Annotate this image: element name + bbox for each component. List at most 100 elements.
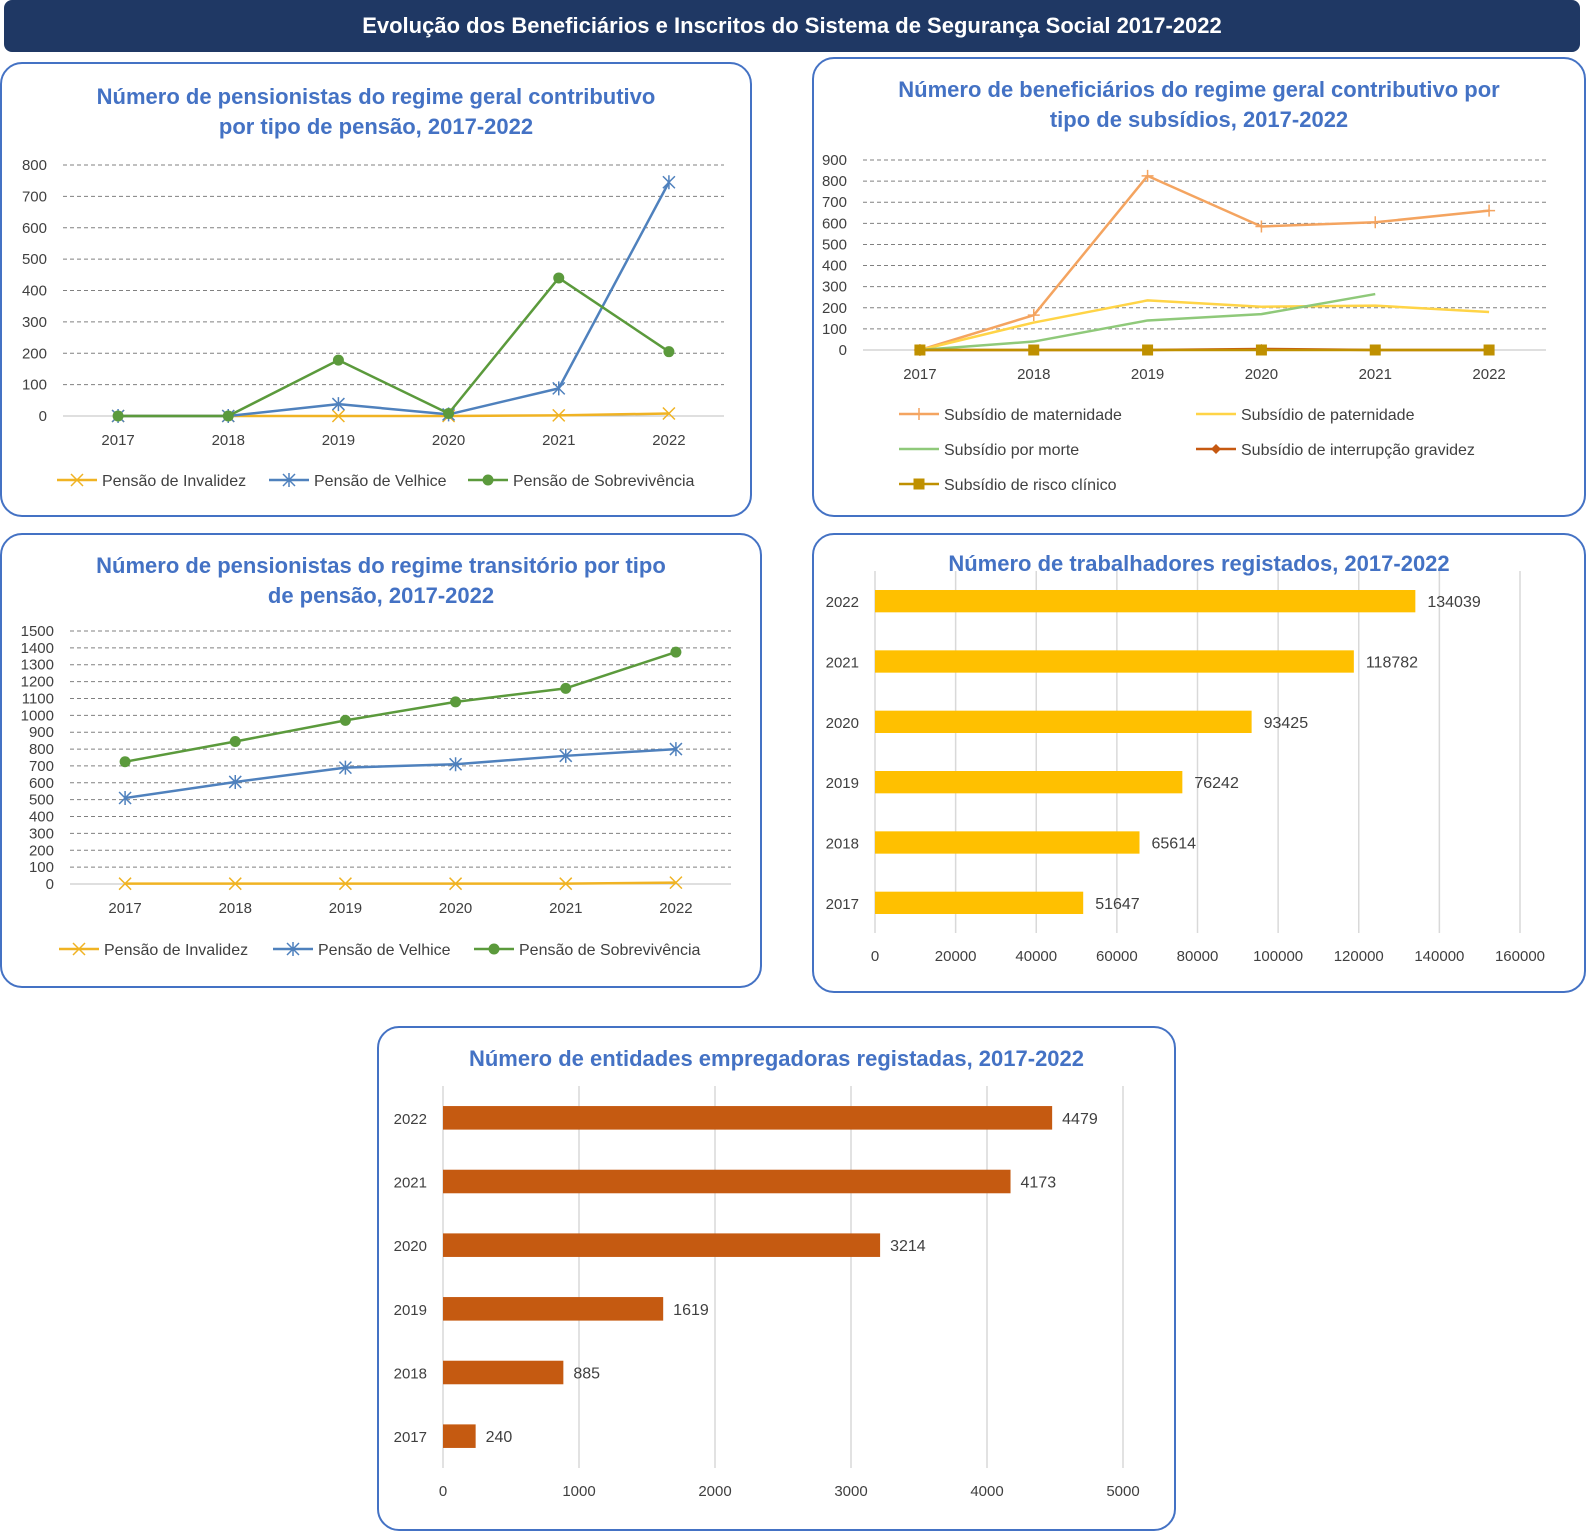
data-point	[222, 410, 234, 422]
series-line	[125, 881, 676, 885]
legend-label: Pensão de Velhice	[314, 473, 447, 490]
x-tick-label: 140000	[1414, 948, 1464, 965]
y-tick-label: 700	[822, 194, 847, 211]
legend-marker	[286, 942, 300, 956]
series-pensao-de-sobrevivencia	[119, 646, 682, 768]
series-subsidio-de-paternidade	[919, 299, 1490, 352]
y-tick-label: 500	[22, 251, 47, 268]
data-point	[552, 408, 566, 422]
series-subsidio-de-risco-clinico	[914, 344, 1495, 356]
y-tick-label: 700	[29, 758, 54, 775]
x-tick-label: 2021	[542, 432, 575, 449]
legend-label: Pensão de Invalidez	[104, 942, 248, 959]
data-label: 885	[573, 1366, 600, 1383]
data-label: 3214	[890, 1238, 926, 1255]
x-tick-label: 120000	[1334, 948, 1384, 965]
x-tick-label: 2021	[1359, 366, 1392, 383]
y-tick-label: 300	[22, 314, 47, 331]
y-tick-label: 2019	[394, 1302, 427, 1319]
data-label: 51647	[1095, 896, 1140, 913]
line-chart: 0 100 200 300 400 500 600 700 800 2017 2018 2019 202…	[22, 157, 724, 490]
data-point	[338, 877, 352, 891]
data-point	[1255, 344, 1267, 356]
y-tick-label: 300	[822, 279, 847, 296]
bar	[875, 771, 1183, 794]
chart-title-line: de pensão, 2017-2022	[267, 583, 495, 608]
data-point	[559, 877, 573, 891]
y-tick-label: 200	[22, 345, 47, 362]
x-tick-label: 5000	[1106, 1483, 1139, 1500]
y-tick-label: 1500	[21, 623, 54, 640]
series-pensao-de-invalidez	[118, 876, 683, 891]
x-tick-label: 2018	[212, 432, 245, 449]
legend-label: Subsídio de maternidade	[944, 407, 1122, 424]
data-point	[669, 876, 683, 890]
y-tick-label: 500	[29, 792, 54, 809]
y-tick-label: 800	[822, 173, 847, 190]
legend-label: Pensão de Invalidez	[102, 473, 246, 490]
x-tick-label: 2021	[549, 900, 582, 917]
legend-item: Pensão de Velhice	[273, 942, 451, 959]
data-point	[443, 407, 455, 419]
data-point	[1255, 220, 1268, 233]
y-tick-label: 2018	[826, 836, 859, 853]
data-label: 134039	[1427, 594, 1480, 611]
data-point	[669, 742, 683, 757]
chart-title: Número de pensionistas do regime transit…	[2, 551, 760, 611]
x-tick-label: 20000	[935, 948, 977, 965]
legend-item: Subsídio de maternidade	[899, 407, 1122, 424]
chart-title-line: tipo de subsídios, 2017-2022	[1049, 107, 1349, 132]
bar-chart: 0 1000 2000 3000 4000 5000 2022 4479 2021 4173 202…	[394, 1086, 1140, 1500]
y-tick-label: 500	[822, 236, 847, 253]
y-tick-label: 700	[22, 188, 47, 205]
legend-label: Pensão de Sobrevivência	[519, 942, 701, 959]
series-line	[118, 181, 671, 418]
x-tick-label: 2022	[659, 900, 692, 917]
x-tick-label: 160000	[1495, 948, 1545, 965]
data-point	[112, 410, 124, 422]
legend-marker	[72, 942, 86, 956]
legend-label: Subsídio de interrupção gravidez	[1241, 442, 1475, 459]
data-point	[662, 175, 676, 190]
data-point	[663, 346, 675, 358]
legend-item: Subsídio de paternidade	[1196, 407, 1415, 424]
x-tick-label: 2017	[903, 366, 936, 383]
data-label: 4479	[1062, 1111, 1098, 1128]
data-point	[1028, 344, 1040, 356]
legend-marker	[282, 473, 296, 487]
data-point	[331, 409, 345, 423]
series-line	[919, 174, 1490, 352]
y-tick-label: 2022	[394, 1111, 427, 1128]
chart-title-line: Número de trabalhadores registados, 2017…	[948, 551, 1450, 576]
legend-label: Pensão de Velhice	[318, 942, 451, 959]
legend-item: Pensão de Sobrevivência	[468, 473, 695, 490]
legend-marker	[482, 474, 494, 486]
y-tick-label: 2021	[394, 1175, 427, 1192]
data-point	[331, 397, 345, 412]
series-subsidio-de-maternidade	[913, 169, 1496, 356]
data-point	[1483, 344, 1495, 356]
legend-marker	[70, 473, 84, 487]
y-tick-label: 300	[29, 825, 54, 842]
chart-title: Número de trabalhadores registados, 2017…	[814, 549, 1584, 579]
y-tick-label: 400	[29, 809, 54, 826]
series-line	[919, 292, 1376, 352]
data-point	[229, 735, 241, 747]
bar	[443, 1169, 1011, 1194]
data-point	[662, 406, 676, 421]
y-tick-label: 2020	[826, 715, 859, 732]
data-point	[1369, 344, 1381, 356]
x-tick-label: 3000	[834, 1483, 867, 1500]
y-tick-label: 400	[822, 258, 847, 275]
y-tick-label: 600	[822, 215, 847, 232]
data-label: 118782	[1366, 655, 1418, 672]
y-tick-label: 0	[46, 876, 54, 893]
legend-marker	[913, 408, 925, 420]
line-chart: 0100200300400500600700800900100011001200…	[21, 623, 731, 959]
data-point	[670, 646, 682, 658]
x-tick-label: 2020	[439, 900, 472, 917]
x-tick-label: 2022	[1472, 366, 1505, 383]
chart-title-line: Número de entidades empregadoras regista…	[468, 1046, 1085, 1071]
data-point	[1141, 169, 1154, 182]
data-point	[228, 774, 242, 789]
